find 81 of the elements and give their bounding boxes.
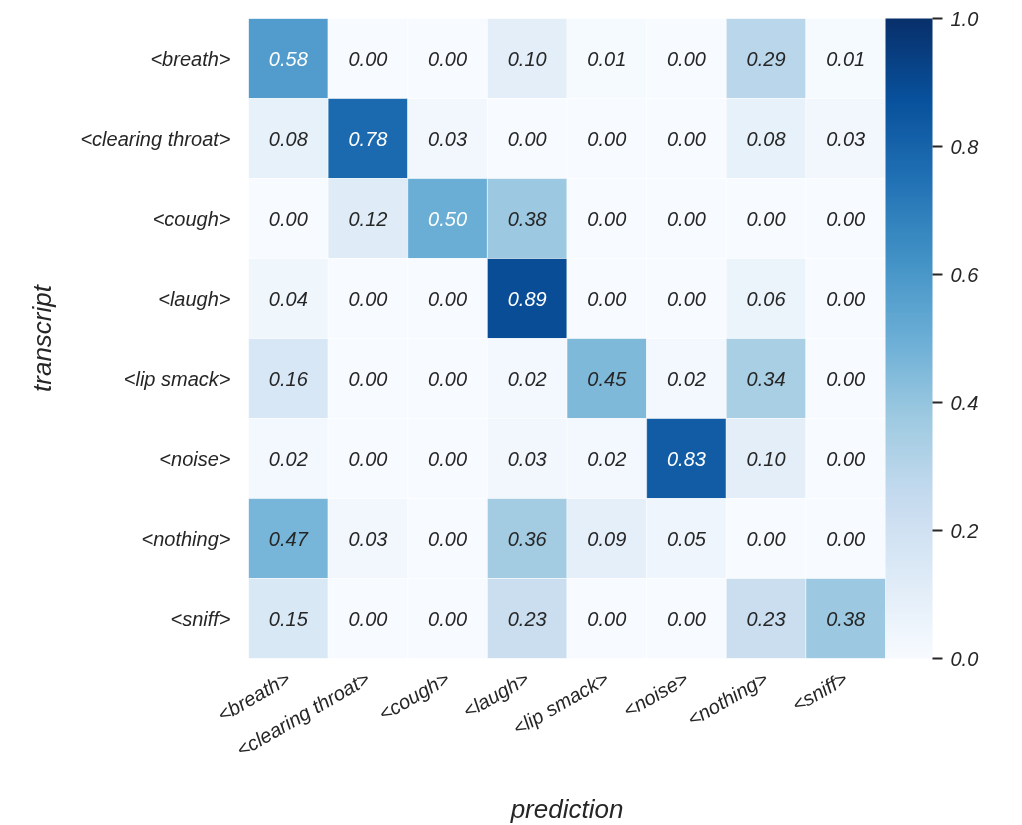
data-label: 0.00: [666, 127, 706, 150]
y-tick-label: <clearing throat>: [80, 127, 231, 150]
data-label: 0.05: [666, 527, 707, 550]
y-tick-label: <nothing>: [141, 527, 231, 550]
data-label: 0.00: [666, 207, 706, 230]
data-label: 0.08: [268, 127, 308, 150]
data-label: 0.08: [746, 127, 786, 150]
data-label: 0.00: [428, 447, 468, 470]
data-label: 0.00: [268, 207, 308, 230]
data-label: 0.04: [268, 287, 308, 310]
data-label: 0.10: [746, 447, 786, 470]
y-tick-label: <lip smack>: [123, 367, 231, 390]
color-bar-label: 0.4: [950, 391, 979, 414]
data-label: 0.00: [746, 207, 786, 230]
data-label: 0.23: [507, 607, 547, 630]
color-bar-label: 1.0: [950, 7, 979, 30]
data-label: 0.02: [507, 367, 547, 390]
data-label: 0.47: [268, 527, 309, 550]
data-label: 0.00: [587, 607, 627, 630]
y-tick-label: <laugh>: [158, 287, 231, 310]
data-label: 0.38: [826, 607, 866, 630]
data-label: 0.01: [587, 47, 627, 70]
data-label: 0.34: [746, 367, 786, 390]
data-label: 0.83: [666, 447, 706, 470]
data-label: 0.03: [348, 527, 388, 550]
data-label: 0.58: [268, 47, 308, 70]
data-label: 0.15: [268, 607, 309, 630]
data-label: 0.02: [268, 447, 308, 470]
data-label: 0.00: [587, 127, 627, 150]
data-label: 0.45: [587, 367, 628, 390]
data-label: 0.00: [587, 287, 627, 310]
data-label: 0.00: [507, 127, 547, 150]
color-bar-label: 0.2: [950, 519, 979, 542]
y-tick-label: <breath>: [150, 47, 231, 70]
data-label: 0.00: [826, 367, 866, 390]
y-tick-label: <sniff>: [170, 607, 231, 630]
data-label: 0.10: [507, 47, 547, 70]
data-label: 0.00: [348, 287, 388, 310]
data-label: 0.00: [666, 607, 706, 630]
data-label: 0.36: [507, 527, 548, 550]
data-label: 0.00: [348, 367, 388, 390]
data-label: 0.00: [428, 607, 468, 630]
data-label: 0.29: [746, 47, 786, 70]
data-label: 0.00: [746, 527, 786, 550]
y-tick-label: <noise>: [159, 447, 231, 470]
data-label: 0.38: [507, 207, 547, 230]
data-label: 0.02: [587, 447, 627, 470]
data-label: 0.78: [348, 127, 388, 150]
data-label: 0.01: [826, 47, 866, 70]
data-label: 0.89: [507, 287, 547, 310]
data-label: 0.12: [348, 207, 388, 230]
data-label: 0.00: [428, 367, 468, 390]
data-label: 0.00: [826, 527, 866, 550]
data-label: 0.03: [826, 127, 866, 150]
y-tick-label: <cough>: [152, 207, 231, 230]
data-label: 0.50: [428, 207, 468, 230]
x-axis-title: prediction: [509, 793, 624, 824]
data-label: 0.00: [428, 47, 468, 70]
data-label: 0.02: [666, 367, 706, 390]
data-label: 0.03: [428, 127, 468, 150]
data-label: 0.00: [666, 287, 706, 310]
data-label: 0.00: [826, 207, 866, 230]
data-label: 0.00: [428, 527, 468, 550]
data-label: 0.00: [348, 47, 388, 70]
color-bar-label: 0.6: [950, 263, 980, 286]
data-label: 0.16: [268, 367, 309, 390]
color-bar-label: 0.0: [950, 647, 979, 670]
x-tick-label: <sniff>: [788, 666, 852, 717]
data-label: 0.00: [348, 607, 388, 630]
data-label: 0.06: [746, 287, 787, 310]
data-label: 0.00: [826, 287, 866, 310]
data-label: 0.00: [348, 447, 388, 470]
data-label: 0.00: [428, 287, 468, 310]
data-label: 0.09: [587, 527, 627, 550]
y-axis-title: transcript: [27, 283, 58, 392]
data-label: 0.03: [507, 447, 547, 470]
data-label: 0.23: [746, 607, 786, 630]
color-bar-label: 0.8: [950, 135, 979, 158]
data-label: 0.00: [826, 447, 866, 470]
data-label: 0.00: [666, 47, 706, 70]
data-label: 0.00: [587, 207, 627, 230]
